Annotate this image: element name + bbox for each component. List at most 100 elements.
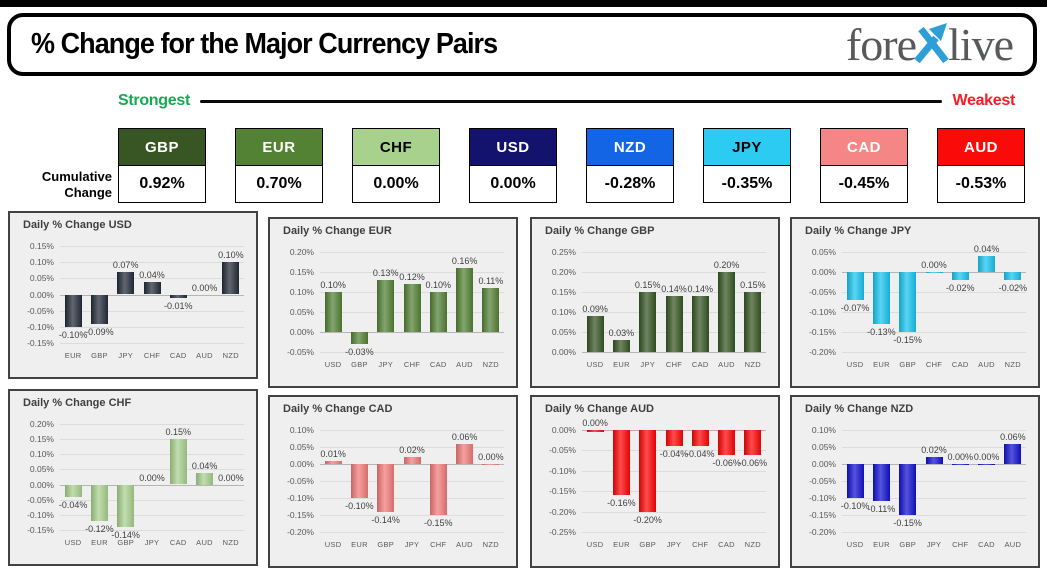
x-category-label: CHF [430, 540, 447, 549]
chart-panel-eur: Daily % Change EUR 0.20% 0.15% 0.10% 0.05% 0.… [268, 217, 518, 388]
currency-code-cell: USD [469, 128, 557, 166]
x-category-label: EUR [613, 540, 630, 549]
bar-value-label: 0.03% [608, 328, 635, 338]
x-category-label: GBP [639, 540, 657, 549]
bar-jpy-aud [978, 256, 996, 272]
y-tick-label: 0.20% [289, 247, 314, 257]
y-tick-label: -0.05% [549, 445, 576, 456]
bar-usd-chf [143, 281, 161, 295]
x-category-label: NZD [482, 540, 499, 549]
bar-gbp-jpy [639, 292, 657, 352]
chart-title: Daily % Change NZD [805, 403, 914, 415]
x-category-label: CAD [169, 351, 187, 360]
bar-value-label: -0.20% [633, 514, 662, 525]
y-tick-label: -0.10% [549, 465, 576, 476]
chart-panel-aud: Daily % Change AUD 0.00% -0.05% -0.10% -0.15… [530, 395, 780, 568]
cumulative-value-cell: 0.92% [118, 166, 206, 203]
y-tick-label: 0.15% [289, 267, 314, 277]
x-category-label: AUD [978, 360, 995, 369]
bar-value-label: 0.09% [582, 304, 608, 314]
y-tick-label: -0.05% [27, 494, 54, 505]
y-tick-label: -0.10% [27, 509, 54, 520]
bar-value-label: 0.10% [425, 280, 452, 290]
currency-card-chf: CHF 0.00% [352, 128, 440, 203]
y-tick-label: -0.05% [809, 476, 836, 486]
bar-value-label: 0.14% [687, 284, 714, 294]
gridline [320, 532, 504, 533]
x-category-label: JPY [378, 360, 394, 369]
bar-nzd-cad [978, 464, 996, 465]
gridline [842, 292, 1026, 293]
x-category-label: USD [324, 360, 342, 369]
y-tick-label: 0.05% [29, 464, 54, 475]
bar-aud-nzd [744, 430, 762, 455]
x-category-label: EUR [91, 538, 108, 547]
gridline [320, 498, 504, 499]
gridline [60, 278, 244, 280]
chart-title: Daily % Change CHF [23, 397, 132, 409]
bar-aud-jpy [665, 430, 683, 447]
bar-value-label: 0.10% [218, 250, 244, 261]
currency-code-cell: GBP [118, 128, 206, 166]
gridline [582, 272, 766, 273]
bar-value-label: -0.15% [893, 335, 922, 345]
gridline [60, 514, 244, 516]
x-category-label: GBP [899, 360, 917, 369]
y-tick-label: -0.05% [809, 287, 836, 297]
chart-title: Daily % Change AUD [545, 403, 655, 415]
gridline [842, 312, 1026, 313]
bar-value-label: -0.09% [85, 326, 114, 337]
x-category-label: AUD [456, 360, 473, 369]
gridline [842, 481, 1026, 482]
chart-title: Daily % Change EUR [283, 225, 392, 237]
y-tick-label: -0.20% [549, 506, 576, 517]
currency-code-cell: CHF [352, 128, 440, 166]
x-category-label: NZD [744, 360, 761, 369]
axis-zero-line [60, 484, 244, 486]
gridline [60, 326, 244, 328]
gridline [320, 252, 504, 253]
bar-cad-aud [456, 443, 474, 464]
bar-cad-gbp [377, 464, 395, 512]
strength-scale: Strongest Weakest [118, 90, 1015, 112]
y-tick-label: -0.15% [27, 525, 54, 535]
gridline [582, 470, 766, 472]
cumulative-value-cell: -0.45% [820, 166, 908, 203]
bar-value-label: -0.04% [58, 499, 88, 510]
bar-nzd-jpy [925, 457, 943, 464]
axis-zero-line [320, 464, 504, 465]
bar-gbp-aud [718, 272, 736, 352]
bar-eur-gbp [350, 332, 368, 344]
x-category-label: USD [324, 540, 342, 549]
gridline [60, 262, 244, 264]
bar-value-label: -0.10% [58, 329, 88, 340]
y-tick-label: -0.10% [287, 493, 314, 503]
bar-gbp-chf [665, 296, 683, 352]
gridline [582, 450, 766, 452]
axis-zero-line [60, 294, 244, 296]
bar-chf-aud [196, 472, 214, 485]
currency-code-cell: EUR [235, 128, 323, 166]
header: % Change for the Major Currency Pairs fo… [7, 13, 1037, 76]
x-category-label: CAD [978, 540, 995, 549]
gridline [842, 447, 1026, 448]
gridline [60, 343, 244, 344]
bar-gbp-nzd [744, 292, 762, 352]
bar-eur-cad [429, 292, 447, 332]
forexlive-x-icon [914, 22, 949, 63]
x-category-label: CAD [429, 360, 447, 369]
x-category-label: CAD [951, 360, 969, 369]
bar-jpy-cad [951, 272, 969, 280]
y-tick-label: 0.15% [551, 287, 576, 297]
bar-value-label: -0.13% [867, 327, 896, 337]
bar-value-label: -0.10% [345, 501, 374, 511]
gridline [60, 530, 244, 531]
y-tick-label: 0.05% [811, 442, 836, 452]
gridline [842, 515, 1026, 516]
x-category-label: JPY [926, 540, 942, 549]
bar-eur-usd [324, 292, 342, 332]
currency-card-cad: CAD -0.45% [820, 128, 908, 203]
x-category-label: NZD [222, 351, 239, 360]
y-tick-label: 0.00% [551, 425, 576, 435]
y-tick-label: 0.00% [289, 327, 314, 337]
